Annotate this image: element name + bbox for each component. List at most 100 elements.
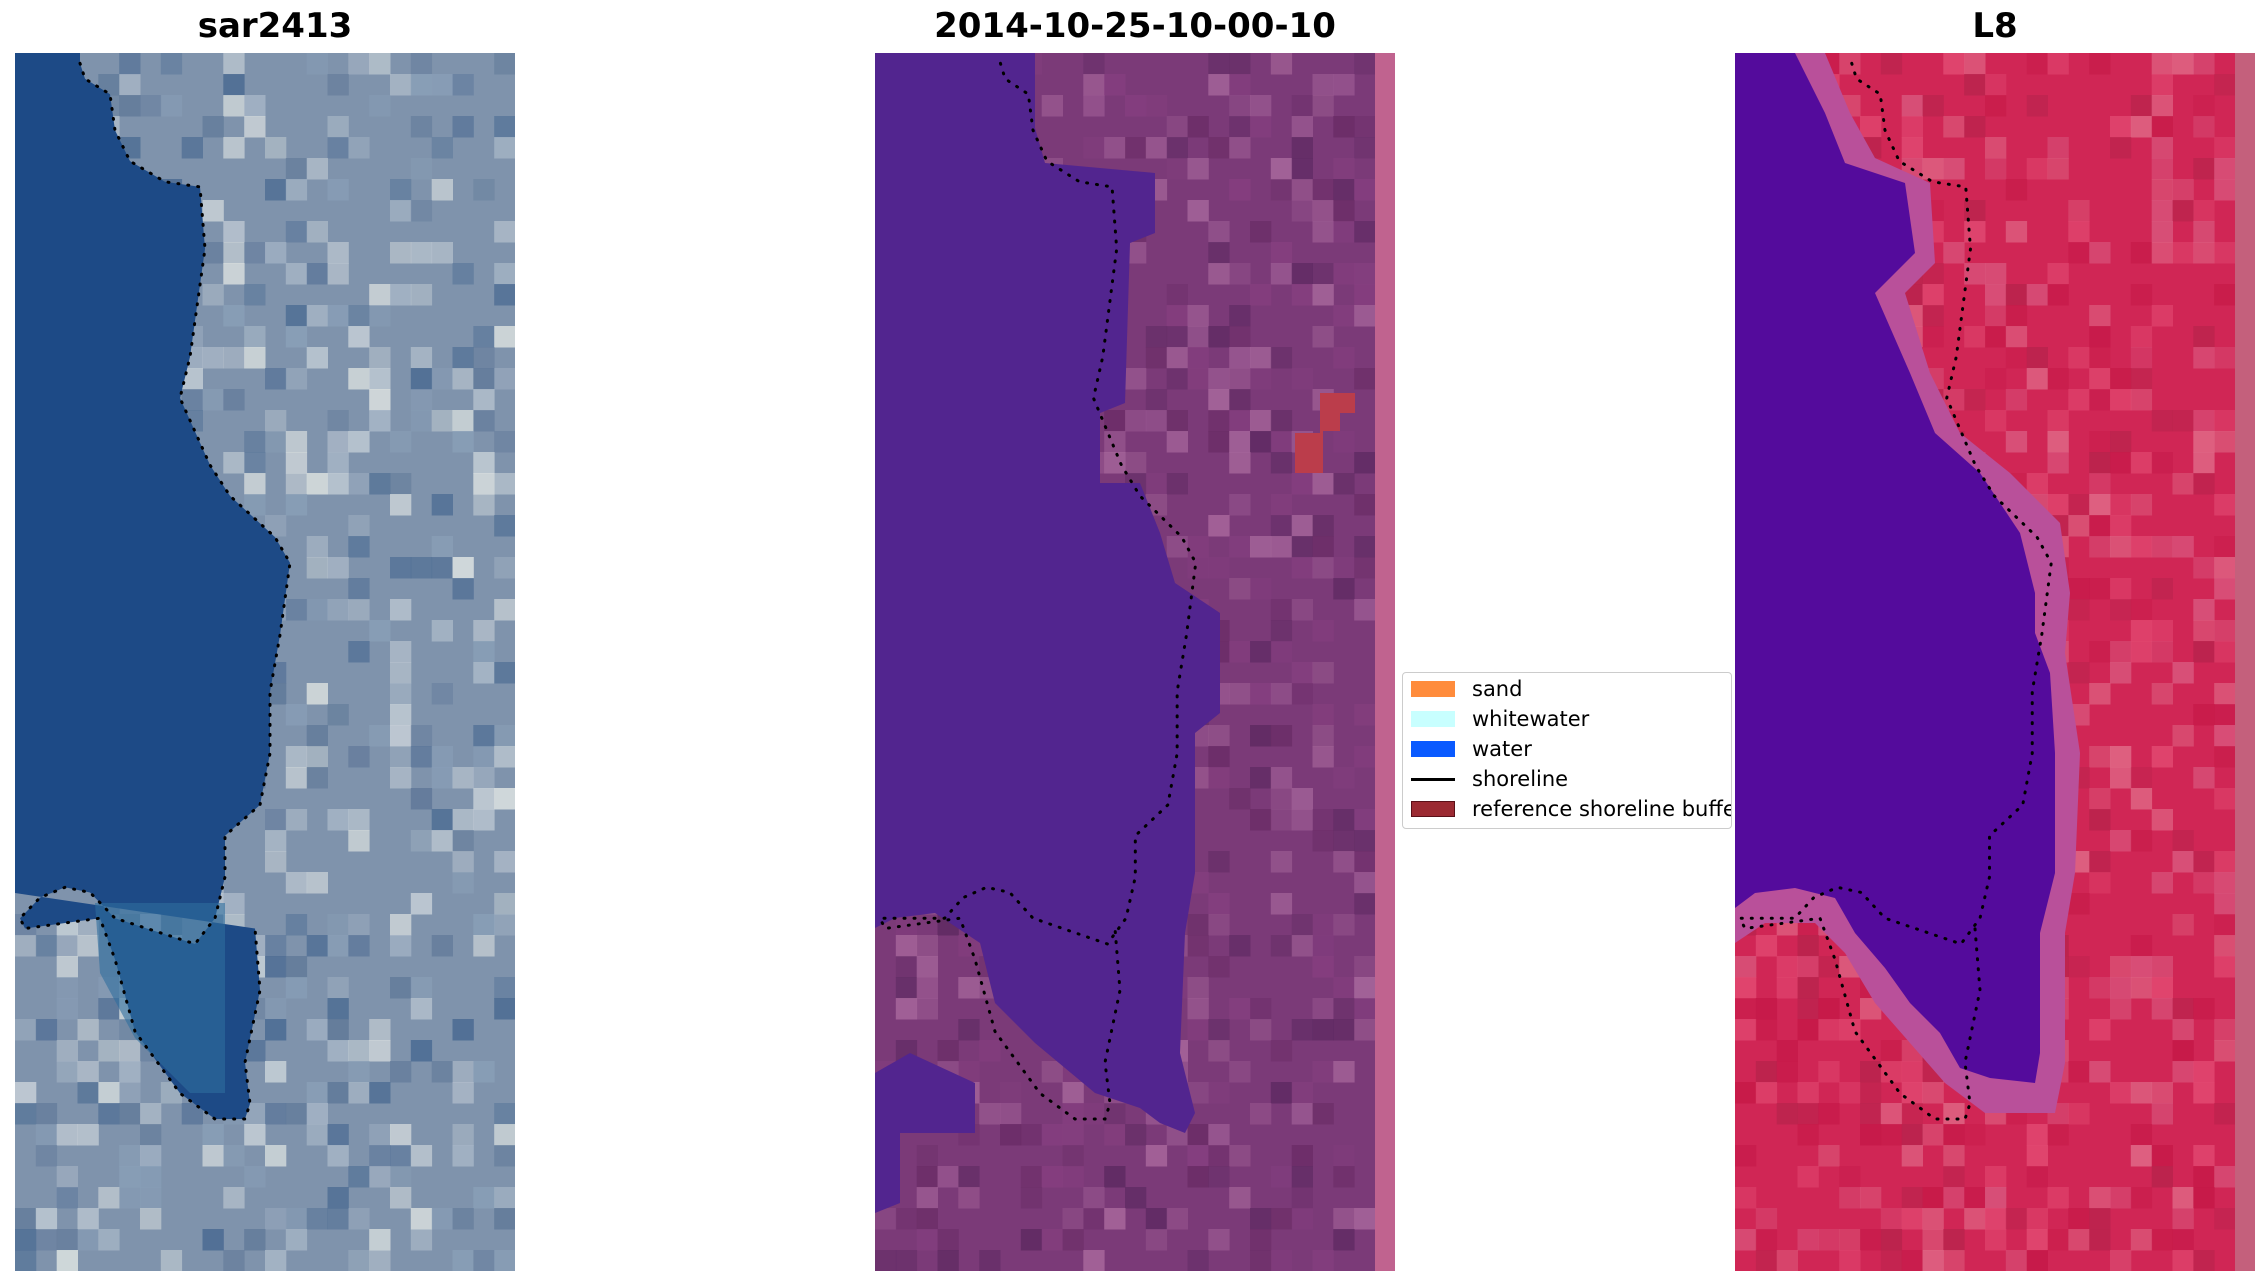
image-pixel (937, 1040, 959, 1062)
image-pixel (98, 1103, 120, 1125)
image-pixel (1229, 788, 1251, 810)
image-pixel (1839, 1187, 1861, 1209)
image-pixel (1964, 116, 1986, 138)
image-pixel (2130, 935, 2153, 957)
image-pixel (202, 1229, 224, 1251)
image-pixel (2193, 326, 2215, 348)
image-pixel (1922, 1229, 1944, 1251)
image-pixel (494, 557, 515, 579)
image-pixel (1145, 494, 1168, 516)
image-pixel (473, 914, 495, 936)
image-pixel (1125, 95, 1147, 117)
image-pixel (2193, 200, 2215, 222)
image-pixel (369, 473, 391, 495)
image-pixel (1333, 200, 1355, 222)
image-pixel (1354, 536, 1376, 558)
image-pixel (285, 452, 308, 474)
image-pixel (494, 263, 515, 285)
image-pixel (494, 53, 515, 75)
image-pixel (1354, 830, 1376, 852)
image-pixel (410, 53, 433, 75)
image-pixel (1229, 641, 1251, 663)
image-pixel (2130, 347, 2153, 369)
image-pixel (1985, 95, 2007, 117)
image-pixel (2005, 347, 2028, 369)
image-pixel (2214, 746, 2236, 768)
image-pixel (2047, 431, 2069, 453)
image-pixel (306, 263, 328, 285)
image-pixel (2068, 347, 2090, 369)
image-pixel (410, 347, 433, 369)
image-pixel (2068, 1208, 2090, 1230)
image-pixel (2047, 137, 2069, 159)
image-pixel (390, 494, 412, 516)
image-pixel (2151, 956, 2173, 978)
image-pixel (119, 1145, 141, 1167)
image-pixel (2193, 116, 2215, 138)
image-pixel (2068, 662, 2090, 684)
image-pixel (1312, 473, 1334, 495)
image-pixel (452, 851, 474, 873)
image-pixel (119, 1166, 141, 1188)
image-pixel (1901, 1250, 1923, 1271)
image-pixel (348, 137, 370, 159)
image-pixel (2193, 221, 2215, 243)
image-pixel (1333, 263, 1355, 285)
image-pixel (2151, 578, 2173, 600)
image-pixel (1943, 389, 1965, 411)
image-pixel (1145, 347, 1168, 369)
image-pixel (1985, 326, 2007, 348)
image-pixel (285, 305, 308, 327)
image-pixel (1312, 914, 1334, 936)
image-pixel (452, 557, 474, 579)
image-pixel (2089, 326, 2111, 348)
image-pixel (1880, 1061, 1903, 1083)
image-pixel (35, 1208, 58, 1230)
image-pixel (875, 1250, 897, 1271)
image-pixel (1000, 1103, 1022, 1125)
image-pixel (285, 746, 308, 768)
image-pixel (369, 305, 391, 327)
image-pixel (1880, 1250, 1903, 1271)
image-pixel (452, 872, 474, 894)
image-pixel (494, 977, 515, 999)
image-pixel (1229, 116, 1251, 138)
image-pixel (2214, 536, 2236, 558)
image-pixel (369, 725, 391, 747)
image-pixel (2110, 578, 2132, 600)
image-pixel (452, 431, 474, 453)
image-pixel (1901, 1145, 1923, 1167)
image-pixel (431, 620, 453, 642)
image-pixel (1312, 1250, 1334, 1271)
image-pixel (2026, 368, 2048, 390)
image-pixel (2026, 1208, 2048, 1230)
image-pixel (1312, 263, 1334, 285)
image-pixel (1270, 1208, 1293, 1230)
image-pixel (431, 536, 453, 558)
image-pixel (958, 1019, 980, 1041)
image-pixel (1880, 1103, 1903, 1125)
image-pixel (306, 935, 328, 957)
image-pixel (1333, 767, 1355, 789)
image-pixel (1291, 809, 1313, 831)
image-pixel (306, 725, 328, 747)
image-pixel (1250, 683, 1272, 705)
image-pixel (160, 95, 183, 117)
image-pixel (327, 179, 349, 201)
image-pixel (1333, 998, 1355, 1020)
image-pixel (1104, 1124, 1126, 1146)
image-pixel (327, 1040, 349, 1062)
image-pixel (1755, 935, 1778, 957)
image-pixel (348, 809, 370, 831)
image-pixel (1333, 830, 1355, 852)
image-pixel (1229, 452, 1251, 474)
image-pixel (916, 977, 938, 999)
image-pixel (1208, 410, 1230, 432)
image-pixel (431, 557, 453, 579)
image-pixel (2110, 599, 2132, 621)
image-pixel (327, 305, 349, 327)
image-pixel (2068, 1103, 2090, 1125)
image-pixel (494, 368, 515, 390)
image-pixel (1312, 998, 1334, 1020)
image-pixel (1208, 263, 1230, 285)
